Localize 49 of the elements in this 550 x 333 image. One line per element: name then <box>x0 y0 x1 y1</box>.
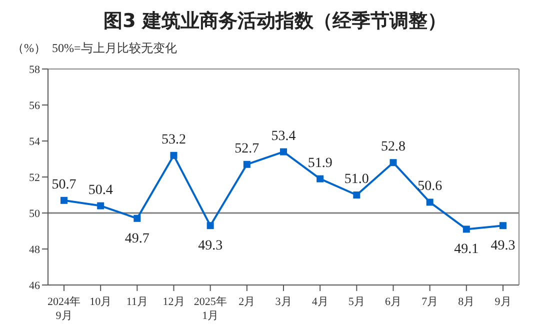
data-label: 51.0 <box>344 172 369 187</box>
x-tick-label: 12月 <box>162 296 185 308</box>
data-label: 50.4 <box>88 182 113 198</box>
data-label: 49.3 <box>490 238 516 254</box>
x-tick-label: 5月 <box>348 296 365 308</box>
point <box>243 160 250 168</box>
y-tick-label: 46 <box>29 280 40 292</box>
point <box>390 159 397 166</box>
chart-title: 图3 建筑业商务活动指数（经季节调整） <box>102 9 448 34</box>
data-label: 50.7 <box>52 177 76 192</box>
point <box>206 222 214 230</box>
y-tick-label: 48 <box>29 244 40 256</box>
y-tick-label: 52 <box>29 172 40 184</box>
x-tick-label: 2024年 9月 <box>48 296 80 322</box>
point <box>462 226 470 233</box>
x-tick-label: 3月 <box>275 296 292 308</box>
point <box>134 214 141 222</box>
point <box>316 175 324 182</box>
x-tick-label: 8月 <box>458 296 475 308</box>
x-tick-label: 9月 <box>494 296 512 308</box>
x-tick-label: 4月 <box>312 296 328 308</box>
point <box>500 222 506 230</box>
point <box>60 196 68 204</box>
y-tick-label: 50 <box>29 208 40 220</box>
data-label: 51.9 <box>308 156 332 171</box>
x-tick-label: 11月 <box>126 296 148 308</box>
data-label: 49.3 <box>198 238 223 254</box>
text: 50%=与上月比较无变化 <box>52 41 177 55</box>
y-tick-label: 54 <box>29 136 40 148</box>
point <box>280 148 287 156</box>
data-label: 49.7 <box>124 231 150 246</box>
x-tick-label: 10月 <box>90 296 112 308</box>
point <box>97 202 104 210</box>
x-tick-label: 2月 <box>238 296 256 308</box>
data-label: 53.2 <box>162 132 186 148</box>
data-label: 50.6 <box>418 179 442 194</box>
data-label: 52.7 <box>234 141 260 156</box>
y-axis-title: （%） <box>12 41 46 55</box>
y-tick-label: 56 <box>29 100 40 112</box>
data-label: 52.8 <box>381 140 406 155</box>
y-tick-label: 58 <box>29 64 40 76</box>
x-tick-label: 2025年 1月 <box>194 296 227 322</box>
data-label: 49.1 <box>454 242 479 258</box>
point <box>426 198 434 206</box>
data-label: 53.4 <box>271 128 296 144</box>
x-tick-label: 6月 <box>385 296 402 308</box>
point <box>170 152 178 159</box>
x-tick-label: 7月 <box>422 296 438 308</box>
point <box>353 192 360 198</box>
